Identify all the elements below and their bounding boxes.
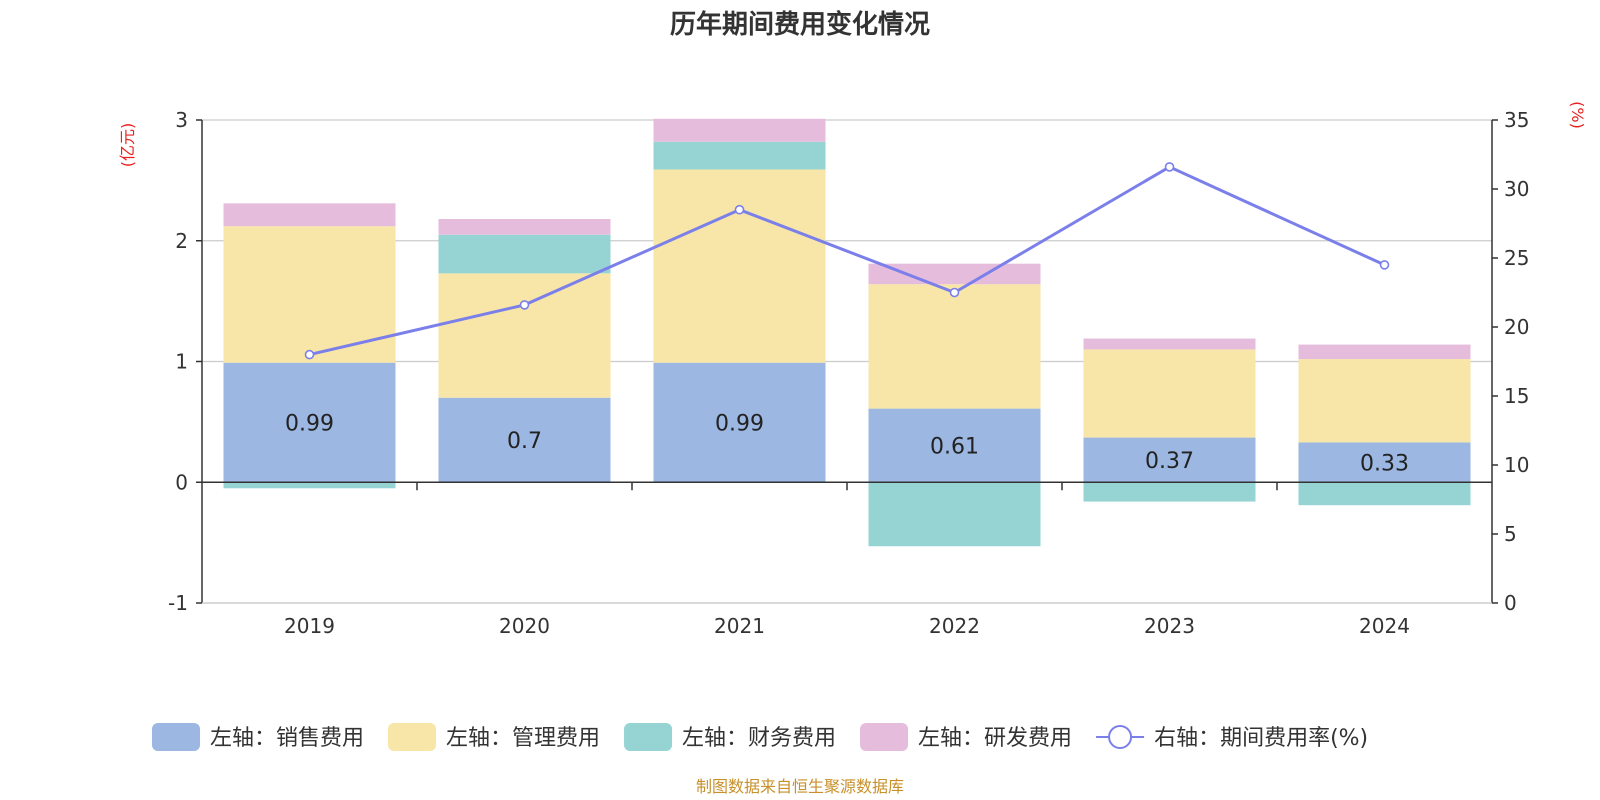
bar-segment-0-2020 xyxy=(438,397,611,483)
legend-label-2: 左轴：财务费用 xyxy=(682,726,836,751)
rate-point xyxy=(304,349,315,360)
legend-label-line: 右轴：期间费用率(%) xyxy=(1154,726,1368,751)
rate-point xyxy=(949,287,960,298)
bar-data-label: 0.99 xyxy=(715,411,764,436)
bar-segment-1-2019 xyxy=(223,226,396,363)
left-axis-tick-label: 0 xyxy=(175,470,188,494)
legend-label-1: 左轴：管理费用 xyxy=(446,726,600,751)
bar-segment-2-2020 xyxy=(438,234,611,274)
right-axis-tick-label: 10 xyxy=(1504,453,1529,477)
x-axis-label: 2024 xyxy=(1359,614,1410,638)
bar-segment-1-2021 xyxy=(653,169,826,363)
bar-data-label: 0.61 xyxy=(930,434,979,459)
bar-segment-3-2024 xyxy=(1298,344,1471,360)
x-axis-label: 2023 xyxy=(1144,614,1195,638)
x-axis-label: 2022 xyxy=(929,614,980,638)
right-axis-unit: (%) xyxy=(1568,101,1587,129)
left-axis-unit: (亿元) xyxy=(118,123,137,168)
rate-point xyxy=(519,300,530,310)
bar-segment-2-2024 xyxy=(1298,482,1471,506)
bar-segment-2-2021 xyxy=(653,141,826,170)
left-axis-tick-label: 3 xyxy=(175,108,188,132)
rate-line xyxy=(309,165,1386,357)
bar-segment-1-2024 xyxy=(1298,359,1471,443)
x-axis-label: 2021 xyxy=(714,614,765,638)
rate-point xyxy=(1164,162,1175,172)
bar-data-label: 0.37 xyxy=(1145,449,1194,474)
bar-segment-0-2024 xyxy=(1298,442,1471,483)
right-axis-tick-label: 5 xyxy=(1504,522,1517,546)
data-source-note: 制图数据来自恒生聚源数据库 xyxy=(696,777,904,796)
right-axis-tick-label: 20 xyxy=(1504,315,1529,339)
left-axis-tick-label: -1 xyxy=(168,591,188,615)
right-axis-tick-label: 25 xyxy=(1504,246,1529,270)
bar-segment-0-2019 xyxy=(223,362,396,483)
legend-line-marker xyxy=(1108,725,1133,749)
bar-segment-0-2022 xyxy=(868,408,1041,483)
left-axis-tick-label: 1 xyxy=(175,350,188,374)
bar-segment-3-2023 xyxy=(1083,338,1256,350)
legend-swatch-0 xyxy=(152,723,200,751)
legend-label-0: 左轴：销售费用 xyxy=(210,726,364,751)
chart-title: 历年期间费用变化情况 xyxy=(670,9,930,40)
bar-segment-1-2020 xyxy=(438,273,611,398)
bar-data-labels: 0.99 0.7 0.99 0.61 0.37 0.33 xyxy=(285,411,1409,476)
bar-segment-3-2020 xyxy=(438,219,611,235)
bar-segment-3-2022 xyxy=(868,263,1041,285)
x-axis-label: 2020 xyxy=(499,614,550,638)
right-axis-tick-label: 15 xyxy=(1504,384,1529,408)
rate-line-series xyxy=(304,162,1390,360)
bar-segment-3-2019 xyxy=(223,203,396,227)
rate-point xyxy=(734,204,745,215)
bar-segment-0-2023 xyxy=(1083,437,1256,483)
legend-label-3: 左轴：研发费用 xyxy=(918,726,1072,751)
bar-segment-1-2022 xyxy=(868,284,1041,409)
legend-swatch-2 xyxy=(624,723,673,751)
bar-data-label: 0.7 xyxy=(507,429,542,454)
bar-segment-3-2021 xyxy=(653,118,826,142)
right-axis-tick-label: 35 xyxy=(1504,108,1529,132)
bar-data-label: 0.33 xyxy=(1360,451,1409,476)
bar-segment-1-2023 xyxy=(1083,349,1256,438)
bar-segment-2-2022 xyxy=(868,482,1041,547)
stacked-bars xyxy=(223,118,1471,547)
legend-swatch-1 xyxy=(388,723,437,751)
x-axis-label: 2019 xyxy=(284,614,335,638)
bar-segment-2-2019 xyxy=(223,482,396,489)
bar-segment-0-2021 xyxy=(653,362,826,483)
rate-point xyxy=(1379,260,1390,270)
bar-segment-2-2023 xyxy=(1083,482,1256,502)
left-axis-tick-label: 2 xyxy=(175,229,188,253)
legend: 左轴：销售费用 左轴：管理费用 左轴：财务费用 左轴：研发费用 右轴：期间费用率(%) xyxy=(152,723,1368,751)
legend-swatch-3 xyxy=(860,723,909,751)
bar-data-label: 0.99 xyxy=(285,411,334,436)
right-axis-tick-label: 0 xyxy=(1504,591,1517,615)
right-axis-tick-label: 30 xyxy=(1504,177,1529,201)
